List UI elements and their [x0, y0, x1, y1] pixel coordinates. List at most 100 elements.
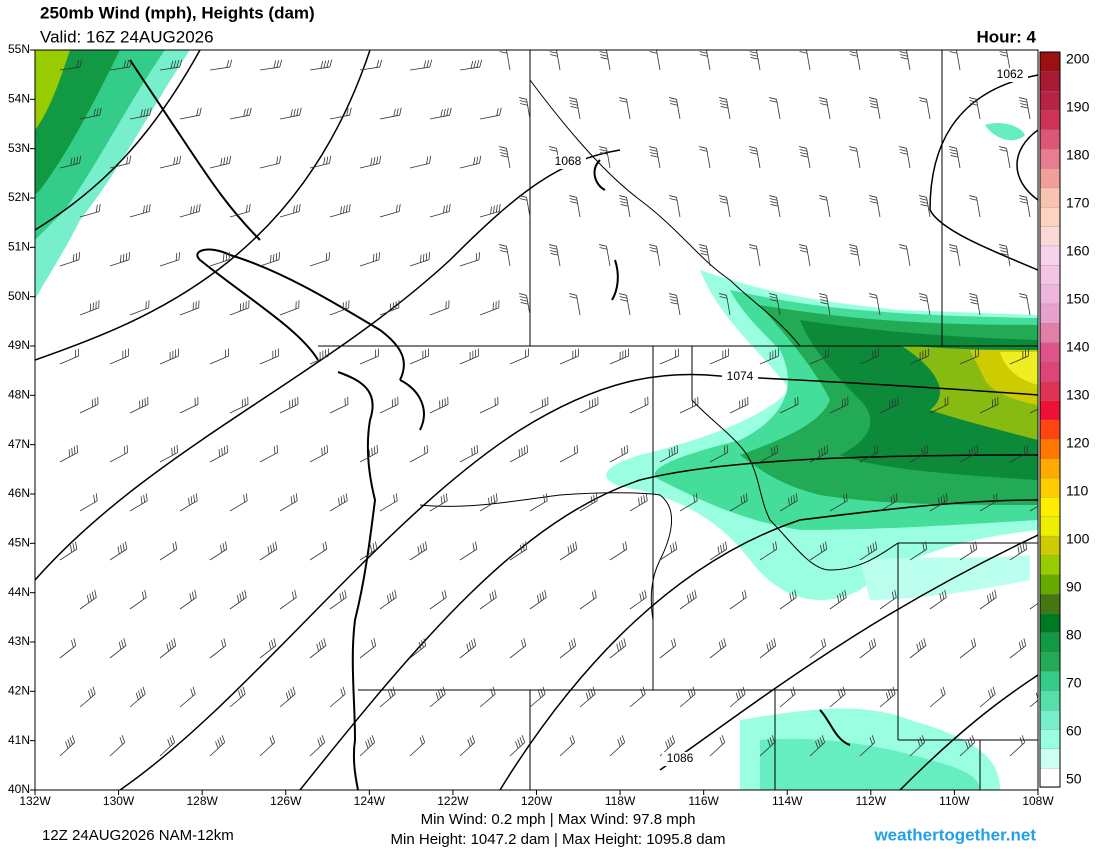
barb-flag [126, 156, 129, 165]
barb-flag [393, 494, 396, 503]
barb-shaft [409, 452, 428, 463]
barb-flag [720, 103, 728, 106]
barb-flag [669, 97, 677, 100]
barb-shaft [459, 645, 477, 659]
barb-flag [1019, 97, 1027, 100]
barb-shaft [729, 693, 746, 708]
title: 250mb Wind (mph), Heights (dam) [40, 3, 315, 22]
wind-barb [809, 638, 827, 659]
wind-barb [929, 686, 946, 708]
barb-flag [969, 296, 978, 299]
barb-flag [840, 688, 844, 697]
barb-shaft [626, 99, 631, 120]
wind-barb [1029, 500, 1038, 512]
wind-barb [669, 293, 681, 316]
wind-barb [279, 686, 296, 708]
barb-flag [976, 444, 979, 453]
barb-shaft [59, 742, 75, 757]
barb-shaft [656, 50, 661, 71]
wind-barb [549, 244, 561, 267]
barb-shaft [559, 452, 578, 463]
wind-barb [609, 541, 628, 561]
barb-shaft [59, 259, 80, 267]
barb-flag [891, 591, 895, 600]
barb-flag [873, 446, 876, 455]
wind-barb [259, 155, 282, 169]
barb-flag [176, 60, 180, 68]
barb-flag [950, 152, 958, 155]
barb-shaft [209, 742, 225, 757]
wind-barb [479, 203, 501, 218]
barb-shaft [706, 50, 711, 71]
barb-flag [621, 640, 624, 648]
barb-shaft [109, 645, 127, 659]
barb-flag [943, 494, 946, 503]
barb-shaft [709, 452, 728, 463]
wind-barb [279, 493, 298, 512]
wind-barbs [59, 50, 1038, 757]
barb-flag [820, 544, 823, 553]
wind-barb [429, 589, 447, 610]
barb-flag [128, 252, 131, 260]
wind-barb [679, 396, 699, 414]
barb-flag [473, 60, 477, 69]
barb-flag [741, 591, 745, 600]
barb-shaft [906, 246, 911, 267]
latitude-label: 42N [8, 684, 30, 698]
wind-barb [569, 195, 581, 218]
barb-flag [495, 493, 498, 501]
barb-flag [97, 396, 99, 405]
barb-flag [322, 350, 324, 359]
barb-flag [719, 737, 723, 745]
barb-flag [827, 348, 829, 357]
wind-barb [329, 203, 351, 218]
barb-shaft [956, 148, 961, 169]
barb-shaft [906, 50, 911, 71]
barb-flag [342, 302, 344, 311]
barb-flag [499, 149, 508, 152]
barb-flag [218, 449, 221, 457]
barb-flag [647, 396, 649, 405]
barb-flag [993, 494, 996, 503]
barb-flag [569, 737, 573, 745]
barb-flag [367, 739, 371, 747]
barb-shaft [1009, 645, 1027, 659]
wind-barb [379, 107, 402, 120]
wind-barb [709, 638, 727, 659]
barb-flag [973, 446, 976, 455]
wind-barb [619, 293, 631, 316]
barb-flag [669, 737, 673, 745]
barb-shaft [726, 295, 731, 316]
barb-flag [577, 348, 579, 357]
barb-flag [466, 643, 470, 652]
barb-flag [499, 51, 508, 54]
wind-barb [309, 638, 327, 659]
barb-flag [239, 303, 242, 312]
barb-flag [818, 449, 821, 457]
barb-shaft [1006, 50, 1011, 71]
colorbar-swatch [1039, 361, 1061, 382]
barb-flag [718, 641, 722, 650]
barb-flag [499, 244, 507, 247]
wind-barb [59, 735, 76, 757]
barb-flag [275, 349, 277, 358]
wind-barb [259, 59, 283, 71]
wind-barb [1009, 541, 1028, 561]
barb-shaft [879, 500, 898, 512]
barb-flag [440, 496, 443, 504]
barb-shaft [309, 452, 328, 463]
barb-flag [670, 103, 678, 106]
latitude-label: 43N [8, 634, 30, 648]
barb-shaft [109, 548, 127, 561]
barb-flag [673, 638, 677, 646]
wind-barb [209, 638, 227, 659]
barb-flag [999, 247, 1008, 250]
barb-flag [992, 686, 996, 695]
barb-flag [899, 244, 907, 247]
barb-shaft [309, 742, 325, 757]
barb-shaft [409, 355, 429, 365]
barb-flag [495, 204, 498, 213]
barb-flag [515, 741, 519, 749]
barb-flag [741, 399, 744, 407]
barb-shaft [626, 295, 631, 316]
